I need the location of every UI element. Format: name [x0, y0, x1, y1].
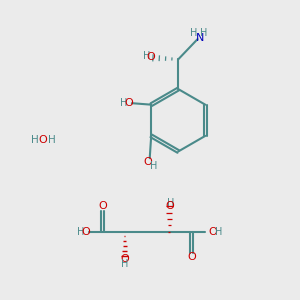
Text: H: H	[167, 198, 175, 208]
Text: O: O	[124, 98, 134, 108]
Text: H: H	[48, 135, 56, 145]
Text: O: O	[98, 202, 107, 212]
Text: H: H	[31, 135, 39, 145]
Text: O: O	[187, 252, 196, 262]
Text: H: H	[121, 259, 129, 269]
Text: N: N	[196, 33, 204, 43]
Text: O: O	[39, 135, 47, 145]
Text: H: H	[120, 98, 128, 108]
Text: O: O	[165, 202, 174, 212]
Text: H: H	[190, 28, 198, 38]
Text: O: O	[81, 227, 90, 237]
Text: O: O	[146, 52, 155, 62]
Text: H: H	[76, 227, 84, 237]
Text: H: H	[200, 28, 208, 38]
Text: O: O	[120, 254, 129, 264]
Text: H: H	[151, 160, 158, 171]
Text: O: O	[144, 157, 153, 167]
Text: O: O	[209, 227, 218, 237]
Text: H: H	[142, 51, 150, 62]
Text: H: H	[215, 227, 222, 237]
